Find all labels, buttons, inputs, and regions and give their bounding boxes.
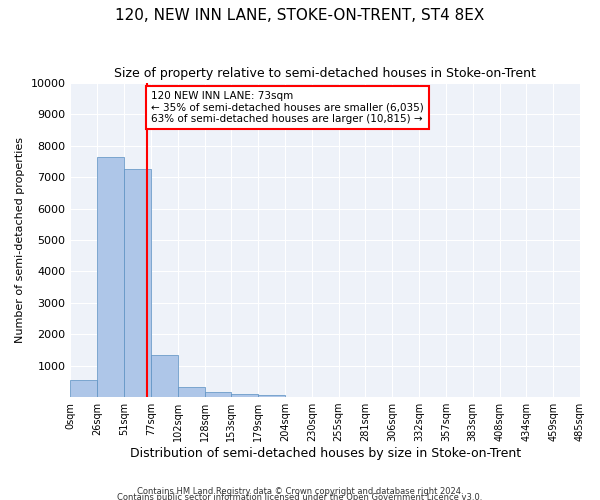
Bar	[178, 388, 205, 397]
Text: Contains HM Land Registry data © Crown copyright and database right 2024.: Contains HM Land Registry data © Crown c…	[137, 486, 463, 496]
X-axis label: Distribution of semi-detached houses by size in Stoke-on-Trent: Distribution of semi-detached houses by …	[130, 447, 521, 460]
Bar	[70, 380, 97, 397]
Text: 120 NEW INN LANE: 73sqm
← 35% of semi-detached houses are smaller (6,035)
63% of: 120 NEW INN LANE: 73sqm ← 35% of semi-de…	[151, 91, 424, 124]
Y-axis label: Number of semi-detached properties: Number of semi-detached properties	[15, 137, 25, 343]
Text: Contains public sector information licensed under the Open Government Licence v3: Contains public sector information licen…	[118, 492, 482, 500]
Bar	[124, 170, 151, 397]
Bar	[151, 354, 178, 397]
Title: Size of property relative to semi-detached houses in Stoke-on-Trent: Size of property relative to semi-detach…	[114, 68, 536, 80]
Bar	[97, 157, 124, 397]
Bar	[258, 395, 285, 397]
Bar	[232, 394, 258, 397]
Text: 120, NEW INN LANE, STOKE-ON-TRENT, ST4 8EX: 120, NEW INN LANE, STOKE-ON-TRENT, ST4 8…	[115, 8, 485, 22]
Bar	[205, 392, 232, 397]
